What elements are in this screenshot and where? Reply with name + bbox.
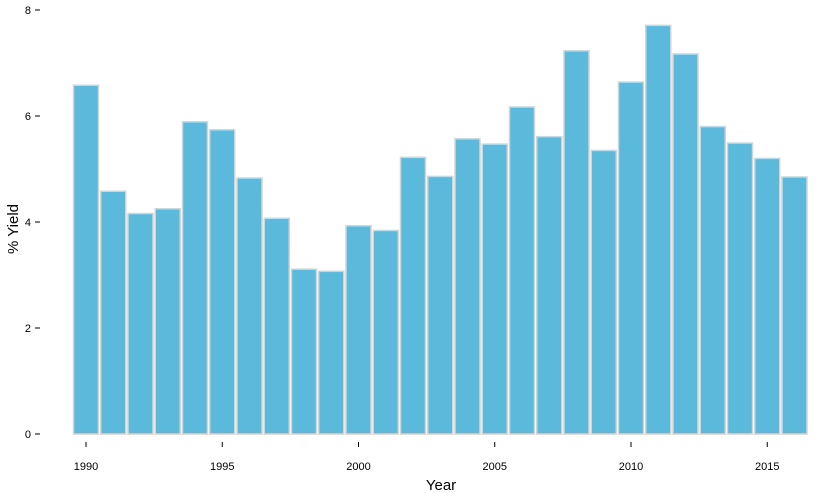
bar-1993 [154,208,181,435]
bar-1997 [263,217,290,435]
bar-2012 [672,53,699,435]
bar-1992 [127,212,154,435]
bar-2015 [754,157,781,435]
bar-2002 [399,156,427,435]
bar-2008 [563,50,590,435]
x-tick-label-2010: 2010 [619,461,643,473]
bar-1994 [181,121,209,435]
y-tick-label-6: 6 [25,111,31,123]
x-tick-label-2015: 2015 [755,461,779,473]
y-tick-label-4: 4 [25,217,31,229]
bar-1996 [236,177,263,435]
x-tick-label-2000: 2000 [346,461,370,473]
x-tick-label-1990: 1990 [74,461,98,473]
x-tick-label-2005: 2005 [483,461,507,473]
bar-2009 [590,149,617,435]
x-axis-title: Year [426,477,456,493]
y-tick-label-2: 2 [25,323,31,335]
bar-2004 [454,138,481,435]
bar-2007 [536,135,563,435]
bar-2013 [699,125,726,435]
y-axis-title: % Yield [5,204,22,254]
y-tick-label-8: 8 [25,5,31,17]
bar-1991 [100,190,127,435]
bar-2010 [617,81,645,435]
bar-2005 [481,143,508,435]
bar-1998 [290,268,318,435]
bar-2014 [726,142,754,435]
bar-2001 [372,229,399,435]
bar-2000 [345,224,372,435]
bar-1995 [209,129,236,435]
bar-1999 [318,270,345,435]
x-axis: 1990 1995 2000 2005 2010 2015 [74,442,779,473]
bar-1990 [72,84,100,435]
bar-2006 [508,106,536,435]
bar-2016 [781,176,808,435]
y-axis: 0 2 4 6 8 [25,5,40,441]
bar-2011 [645,24,672,435]
x-tick-label-1995: 1995 [210,461,234,473]
bar-2003 [427,175,454,435]
y-tick-label-0: 0 [25,429,31,441]
bars-group [72,24,808,435]
